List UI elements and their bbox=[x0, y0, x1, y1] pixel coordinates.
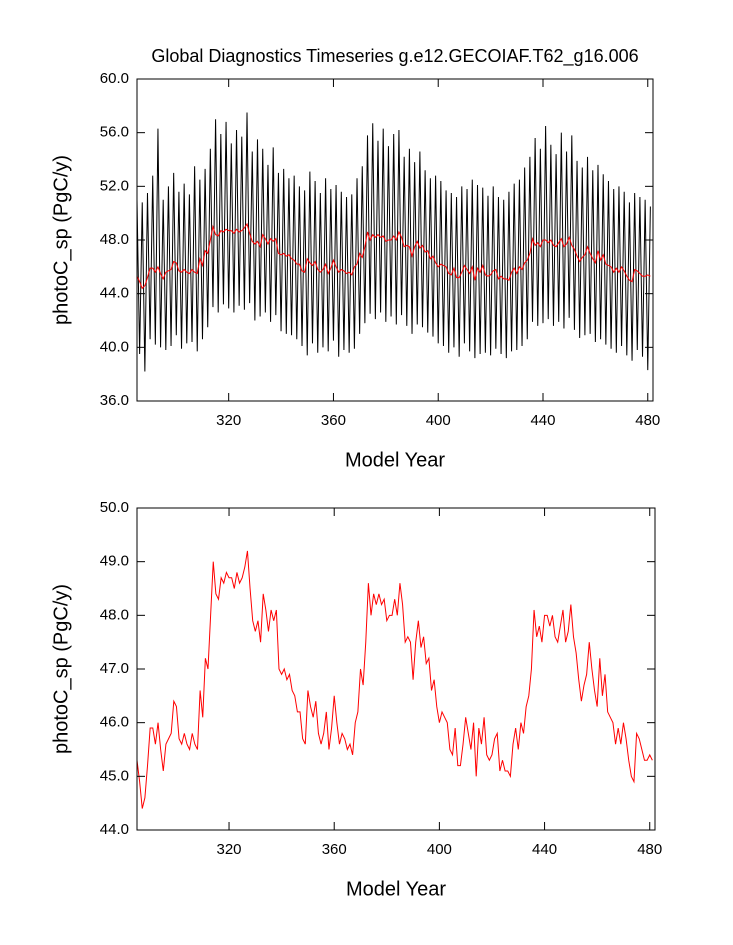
x-tick-label: 480 bbox=[635, 412, 660, 429]
y-tick-label: 36.0 bbox=[100, 392, 129, 409]
y-axis-label: photoC_sp (PgC/y) bbox=[50, 155, 72, 325]
plot-area bbox=[137, 550, 653, 809]
y-tick-label: 44.0 bbox=[100, 821, 129, 838]
x-tick-label: 440 bbox=[530, 412, 555, 429]
y-tick-label: 47.0 bbox=[100, 660, 129, 677]
plot-area bbox=[137, 112, 651, 372]
y-tick-label: 40.0 bbox=[100, 338, 129, 355]
y-tick-label: 52.0 bbox=[100, 177, 129, 194]
x-axis-label: Model Year bbox=[346, 878, 446, 900]
y-tick-label: 46.0 bbox=[100, 714, 129, 731]
x-tick-label: 360 bbox=[321, 412, 346, 429]
x-tick-label: 320 bbox=[216, 412, 241, 429]
x-tick-label: 440 bbox=[532, 841, 557, 858]
x-tick-label: 480 bbox=[637, 841, 662, 858]
series-line bbox=[137, 550, 653, 809]
y-tick-label: 48.0 bbox=[100, 231, 129, 248]
x-tick-label: 400 bbox=[426, 412, 451, 429]
y-tick-label: 56.0 bbox=[100, 124, 129, 141]
x-tick-label: 400 bbox=[427, 841, 452, 858]
y-tick-label: 50.0 bbox=[100, 499, 129, 516]
y-tick-label: 44.0 bbox=[100, 285, 129, 302]
y-tick-label: 60.0 bbox=[100, 70, 129, 87]
y-tick-label: 48.0 bbox=[100, 606, 129, 623]
y-tick-label: 45.0 bbox=[100, 767, 129, 784]
series-line bbox=[137, 112, 651, 372]
chart-title: Global Diagnostics Timeseries g.e12.GECO… bbox=[151, 46, 638, 67]
x-tick-label: 320 bbox=[217, 841, 242, 858]
y-tick-label: 49.0 bbox=[100, 553, 129, 570]
x-tick-label: 360 bbox=[322, 841, 347, 858]
series-line bbox=[137, 222, 651, 290]
x-axis-label: Model Year bbox=[345, 449, 445, 471]
y-axis-label: photoC_sp (PgC/y) bbox=[50, 584, 72, 754]
